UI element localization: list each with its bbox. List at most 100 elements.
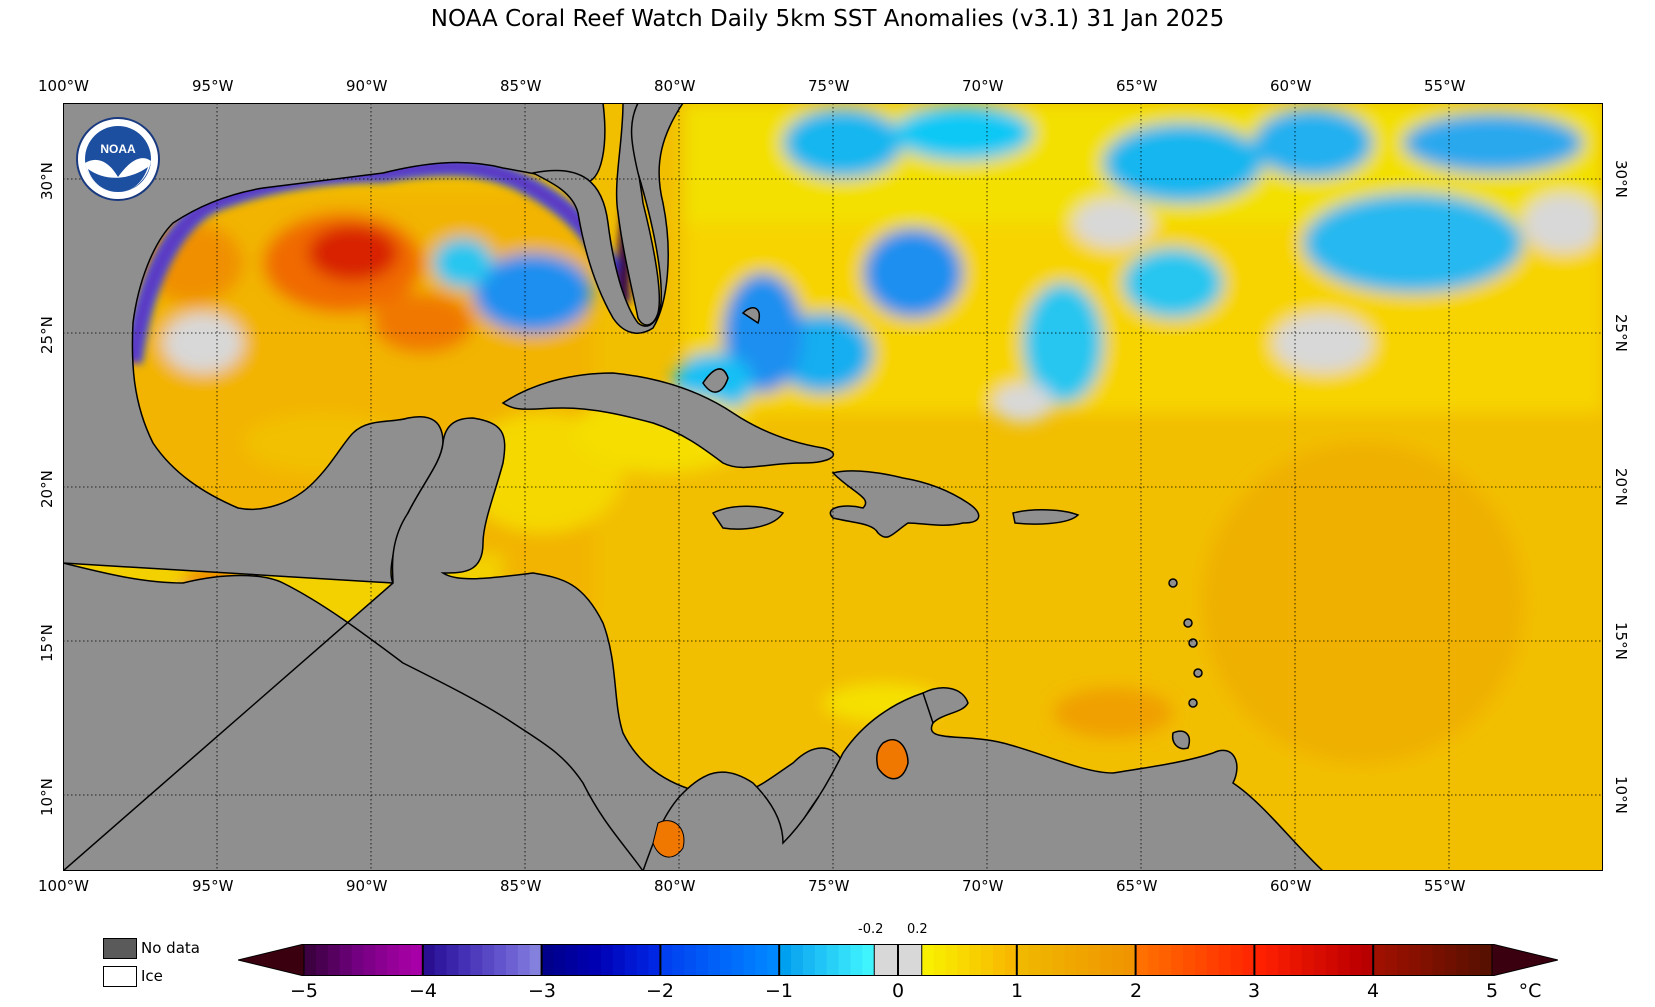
colorbar-segment (1171, 944, 1184, 976)
lat-label: 30°N (38, 162, 56, 200)
colorbar-segment (422, 944, 436, 976)
colorbar-max-arrow (1491, 944, 1558, 976)
colorbar-segment (981, 944, 994, 976)
colorbar-segment (1004, 944, 1018, 976)
colorbar-segment (791, 944, 804, 976)
colorbar-segment (921, 944, 935, 976)
puerto-rico-land (1012, 509, 1080, 525)
colorbar-tick: −4 (408, 980, 437, 1002)
colorbar-segment (1396, 944, 1410, 976)
colorbar-segment (624, 944, 638, 976)
colorbar-segment (458, 944, 471, 976)
colorbar-segment (1325, 944, 1339, 976)
colorbar-segment (470, 944, 483, 976)
lon-label: 75°W (808, 877, 850, 895)
jamaica-land (711, 505, 785, 530)
colorbar-segment (1111, 944, 1125, 976)
colorbar-segment (1420, 944, 1434, 976)
colorbar-segment (1254, 944, 1267, 976)
colorbar-segment (660, 944, 673, 976)
colorbar-segment (862, 944, 875, 976)
colorbar-segment (434, 944, 448, 976)
lat-label: 20°N (1612, 468, 1630, 506)
colorbar-segment (601, 944, 614, 976)
colorbar-segment (743, 944, 757, 976)
colorbar-segment (517, 944, 531, 976)
map-title: NOAA Coral Reef Watch Daily 5km SST Anom… (430, 6, 1225, 32)
map-frame (63, 103, 1603, 871)
colorbar-segment (1183, 944, 1196, 976)
colorbar-segment (1278, 944, 1291, 976)
colorbar-segment (1206, 944, 1220, 976)
colorbar-tick: −5 (289, 980, 318, 1002)
colorbar-segment (1123, 944, 1137, 976)
colorbar-segment (1313, 944, 1327, 976)
colorbar-segment (1408, 944, 1422, 976)
colorbar-segments (304, 944, 1493, 976)
lon-label: 80°W (654, 877, 696, 895)
colorbar-segment (1444, 944, 1457, 976)
logo-text: NOAA (100, 142, 136, 156)
lat-label: 10°N (38, 778, 56, 816)
ice-label: Ice (141, 967, 163, 985)
colorbar-segment (446, 944, 460, 976)
colorbar-segment (1230, 944, 1244, 976)
lon-label: 55°W (1424, 877, 1466, 895)
lat-label: 30°N (1612, 160, 1630, 198)
colorbar-segment (1456, 944, 1469, 976)
lon-label: 65°W (1116, 877, 1158, 895)
colorbar-tick: −1 (764, 980, 793, 1002)
lon-label: 70°W (962, 77, 1004, 95)
colorbar-segment (636, 944, 650, 976)
colorbar-segment (826, 944, 840, 976)
colorbar-segment (933, 944, 947, 976)
colorbar-segment (1385, 944, 1398, 976)
sst-anomaly-map: NOAA (63, 103, 1603, 871)
colorbar-segment (648, 944, 661, 976)
colorbar-tick: −2 (645, 980, 674, 1002)
lon-label: 100°W (38, 77, 89, 95)
colorbar-tick: 5 (1485, 980, 1499, 1002)
colorbar-segment (577, 944, 590, 976)
lon-label: 90°W (346, 877, 388, 895)
colorbar-segment (969, 944, 982, 976)
colorbar-segment (814, 944, 828, 976)
colorbar-segment (1301, 944, 1315, 976)
colorbar-tick: −3 (527, 980, 556, 1002)
lon-label: 80°W (654, 77, 696, 95)
colorbar-min-arrow (238, 944, 305, 976)
colorbar-segment (684, 944, 697, 976)
colorbar-segment (315, 944, 329, 976)
colorbar-segment (1135, 944, 1149, 976)
colorbar-segment (802, 944, 816, 976)
colorbar-segment (898, 944, 911, 976)
lon-label: 95°W (192, 77, 234, 95)
colorbar-segment (399, 944, 412, 976)
colorbar-segment (482, 944, 495, 976)
ice-swatch (103, 966, 137, 987)
colorbar-segment (874, 944, 887, 976)
colorbar-segment (1040, 944, 1054, 976)
florida-land (530, 103, 684, 334)
colorbar-segment (327, 944, 341, 976)
colorbar-segment (672, 944, 685, 976)
colorbar-segment (1349, 944, 1362, 976)
lat-label: 15°N (38, 624, 56, 662)
colorbar-segment (1468, 944, 1481, 976)
colorbar-segment (1290, 944, 1303, 976)
lon-label: 60°W (1270, 77, 1312, 95)
colorbar-segment (1432, 944, 1446, 976)
colorbar-segment (589, 944, 602, 976)
colorbar-segment (779, 944, 792, 976)
colorbar-segment (553, 944, 566, 976)
lat-label: 25°N (1612, 314, 1630, 352)
lat-label: 25°N (38, 316, 56, 354)
colorbar-segment (1266, 944, 1279, 976)
colorbar-segment (612, 944, 626, 976)
colorbar-segment (1242, 944, 1255, 976)
colorbar-segment (957, 944, 970, 976)
colorbar-segment (529, 944, 543, 976)
colorbar-segment (850, 944, 863, 976)
colorbar-segment (909, 944, 923, 976)
colorbar-segment (363, 944, 376, 976)
